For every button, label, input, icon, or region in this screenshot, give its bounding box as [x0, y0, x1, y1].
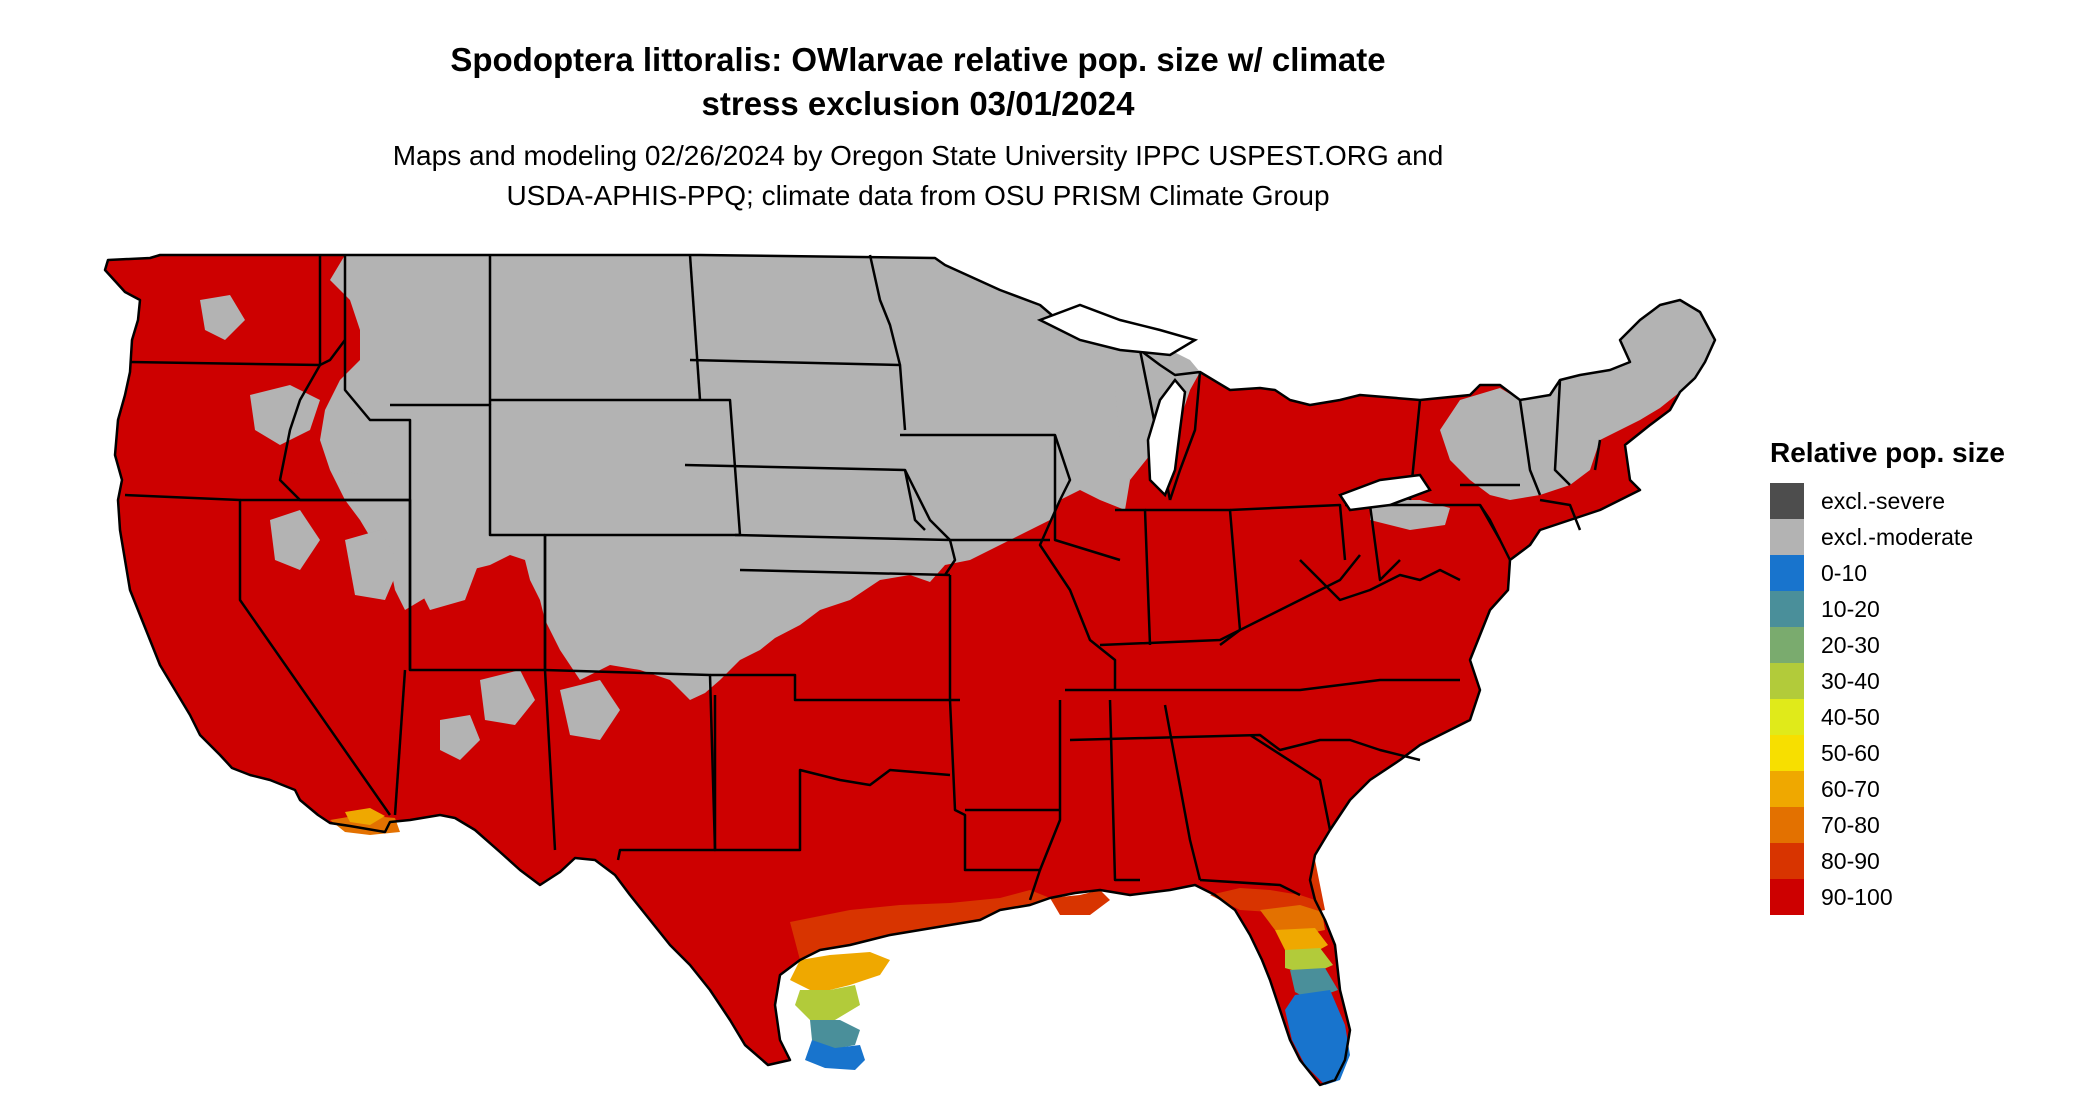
legend-swatch	[1770, 519, 1804, 555]
legend-swatch	[1770, 771, 1804, 807]
legend-swatch	[1770, 735, 1804, 771]
state-boundaries	[103, 253, 1717, 1087]
legend-label: 80-90	[1821, 847, 1880, 874]
lake-michigan	[1146, 377, 1187, 498]
arizona-exclusion-patch-1	[480, 670, 535, 725]
ny-lake-exclusion	[1370, 500, 1450, 530]
utah-exclusion-patch	[415, 530, 480, 610]
legend-item: 0-10	[1770, 555, 2005, 591]
legend-item: 50-60	[1770, 735, 2005, 771]
legend-label: excl.-severe	[1821, 487, 1945, 514]
legend-item: 10-20	[1770, 591, 2005, 627]
legend-label: 30-40	[1821, 667, 1880, 694]
lake-superior	[1036, 303, 1199, 357]
legend-title: Relative pop. size	[1770, 437, 2005, 468]
nevada-exclusion-patch-2	[345, 530, 400, 600]
legend-item: 40-50	[1770, 699, 2005, 735]
legend-items: excl.-severe excl.-moderate 0-10 10-20 20-30…	[1770, 483, 2005, 915]
legend-swatch	[1770, 843, 1804, 879]
great-lakes	[1036, 303, 1432, 512]
legend-item: 70-80	[1770, 807, 2005, 843]
legend-item: 30-40	[1770, 663, 2005, 699]
legend-label: 60-70	[1821, 775, 1880, 802]
legend-swatch	[1770, 483, 1804, 519]
oregon-exclusion-patch	[250, 385, 320, 445]
nevada-exclusion-patch-1	[270, 510, 320, 570]
legend-label: 70-80	[1821, 811, 1880, 838]
idaho-exclusion-patch	[330, 410, 380, 475]
legend-label: 10-20	[1821, 595, 1880, 622]
legend-swatch	[1770, 663, 1804, 699]
colorado-exclusion-patch	[640, 595, 690, 650]
map-subtitle-line-1: Maps and modeling 02/26/2024 by Oregon S…	[392, 140, 1444, 171]
legend-item: excl.-severe	[1770, 483, 2005, 519]
map-subtitle: Maps and modeling 02/26/2024 by Oregon S…	[0, 136, 1836, 216]
map-title-line-1: Spodoptera littoralis: OWlarvae relative…	[450, 41, 1386, 78]
legend-item: 80-90	[1770, 843, 2005, 879]
map-subtitle-line-2: USDA-APHIS-PPQ; climate data from OSU PR…	[506, 180, 1330, 211]
legend-item: 20-30	[1770, 627, 2005, 663]
north-central-exclusion	[320, 255, 1130, 700]
legend: Relative pop. size excl.-severe excl.-mod…	[1770, 436, 2005, 915]
legend-swatch	[1770, 879, 1804, 915]
legend-item: excl.-moderate	[1770, 519, 2005, 555]
legend-swatch	[1770, 699, 1804, 735]
legend-item: 60-70	[1770, 771, 2005, 807]
exclusion-regions	[200, 255, 1715, 760]
legend-swatch	[1770, 627, 1804, 663]
washington-exclusion-patch	[200, 295, 245, 340]
new-mexico-exclusion-patch	[560, 680, 620, 740]
legend-swatch	[1770, 555, 1804, 591]
legend-label: 40-50	[1821, 703, 1880, 730]
map-title: Spodoptera littoralis: OWlarvae relative…	[0, 38, 1836, 126]
legend-swatch	[1770, 591, 1804, 627]
northeast-exclusion	[1440, 300, 1715, 500]
legend-label: 90-100	[1821, 883, 1893, 910]
arizona-exclusion-patch-2	[440, 715, 480, 760]
legend-label: excl.-moderate	[1821, 523, 1974, 550]
legend-item: 90-100	[1770, 879, 2005, 915]
map-title-line-2: stress exclusion 03/01/2024	[701, 85, 1135, 122]
us-map	[103, 253, 1717, 1087]
legend-label: 0-10	[1821, 559, 1868, 586]
national-outline	[103, 253, 1717, 1087]
legend-label: 20-30	[1821, 631, 1880, 658]
legend-swatch	[1770, 807, 1804, 843]
lake-erie	[1338, 473, 1432, 512]
legend-label: 50-60	[1821, 739, 1880, 766]
